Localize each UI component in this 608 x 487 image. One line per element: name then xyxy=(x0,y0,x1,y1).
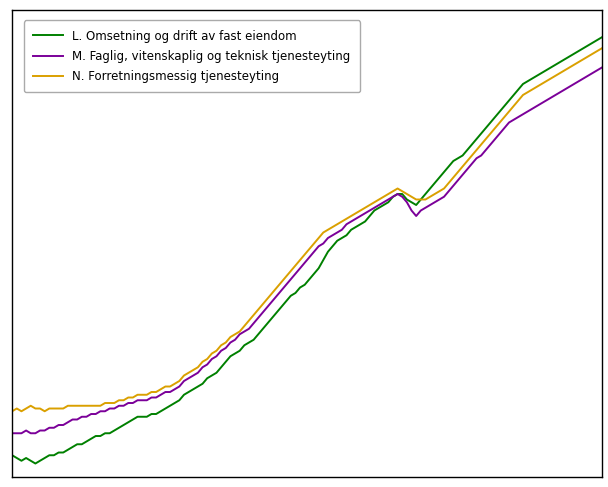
M. Faglig, vitenskaplig og teknisk tjenesteyting xyxy=(227,339,234,345)
Line: L. Omsetning og drift av fast eiendom: L. Omsetning og drift av fast eiendom xyxy=(12,37,602,464)
L. Omsetning og drift av fast eiendom xyxy=(575,48,582,54)
N. Forretningsmessig tjenesteyting xyxy=(250,312,257,318)
M. Faglig, vitenskaplig og teknisk tjenesteyting xyxy=(570,81,578,87)
N. Forretningsmessig tjenesteyting xyxy=(515,97,522,103)
M. Faglig, vitenskaplig og teknisk tjenesteyting xyxy=(9,431,16,436)
N. Forretningsmessig tjenesteyting xyxy=(227,334,234,340)
N. Forretningsmessig tjenesteyting xyxy=(153,389,160,395)
Line: N. Forretningsmessig tjenesteyting: N. Forretningsmessig tjenesteyting xyxy=(12,48,602,411)
L. Omsetning og drift av fast eiendom xyxy=(320,257,327,263)
L. Omsetning og drift av fast eiendom xyxy=(232,351,239,356)
L. Omsetning og drift av fast eiendom xyxy=(9,452,16,458)
M. Faglig, vitenskaplig og teknisk tjenesteyting xyxy=(153,394,160,400)
L. Omsetning og drift av fast eiendom xyxy=(157,408,164,414)
N. Forretningsmessig tjenesteyting xyxy=(570,62,578,68)
M. Faglig, vitenskaplig og teknisk tjenesteyting xyxy=(515,114,522,120)
L. Omsetning og drift av fast eiendom xyxy=(255,331,262,337)
L. Omsetning og drift av fast eiendom xyxy=(519,81,527,87)
M. Faglig, vitenskaplig og teknisk tjenesteyting xyxy=(250,320,257,326)
N. Forretningsmessig tjenesteyting xyxy=(315,235,322,241)
N. Forretningsmessig tjenesteyting xyxy=(598,45,606,51)
M. Faglig, vitenskaplig og teknisk tjenesteyting xyxy=(598,65,606,71)
M. Faglig, vitenskaplig og teknisk tjenesteyting xyxy=(315,244,322,249)
N. Forretningsmessig tjenesteyting xyxy=(9,408,16,414)
Legend: L. Omsetning og drift av fast eiendom, M. Faglig, vitenskaplig og teknisk tjenes: L. Omsetning og drift av fast eiendom, M… xyxy=(24,20,360,93)
Line: M. Faglig, vitenskaplig og teknisk tjenesteyting: M. Faglig, vitenskaplig og teknisk tjene… xyxy=(12,68,602,433)
L. Omsetning og drift av fast eiendom xyxy=(32,461,39,467)
L. Omsetning og drift av fast eiendom xyxy=(598,34,606,40)
